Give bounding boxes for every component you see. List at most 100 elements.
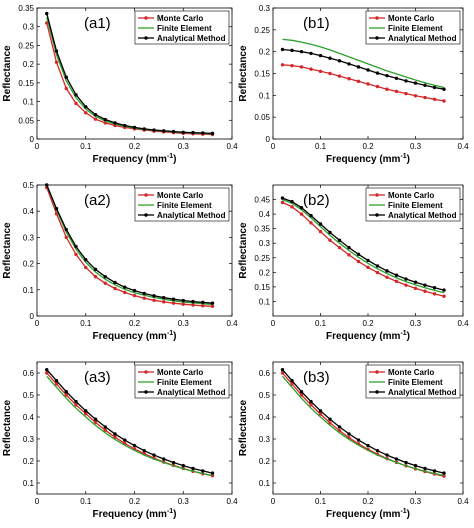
- data-point-analytical-method: [162, 295, 166, 300]
- data-point-analytical-method: [385, 453, 389, 457]
- data-point-monte-carlo: [394, 89, 399, 94]
- x-tick-label: 0.4: [457, 319, 469, 328]
- y-tick-label: 0.5: [259, 391, 271, 400]
- data-point-monte-carlo: [328, 71, 332, 76]
- data-point-analytical-method: [318, 409, 323, 413]
- data-point-analytical-method: [142, 448, 146, 453]
- panel-b1: 0 0.1 0.2 0.3 0.400.050.10.150.20.250.3Frequ…: [238, 4, 469, 165]
- data-point-monte-carlo: [432, 292, 437, 296]
- data-point-monte-carlo: [375, 84, 380, 89]
- y-tick-label: 0.15: [254, 283, 270, 292]
- y-tick-label: 0.2: [23, 457, 35, 466]
- data-point-analytical-method: [423, 466, 427, 471]
- x-tick-label: 0: [271, 319, 276, 328]
- data-point-monte-carlo: [290, 63, 294, 68]
- data-point-monte-carlo: [442, 99, 446, 103]
- legend-label-monte-carlo: Monte Carlo: [157, 191, 203, 200]
- data-point-analytical-method: [103, 425, 107, 429]
- y-tick-label: 0.4: [23, 413, 35, 422]
- data-point-monte-carlo: [394, 279, 399, 284]
- panel-b2: 0 0.1 0.2 0.3 0.4 0.1 0.15 0.2 0.25 0.3 0.35 0.4 0.4…: [238, 184, 469, 342]
- data-point-monte-carlo: [318, 412, 323, 416]
- data-point-monte-carlo: [318, 69, 323, 74]
- data-point-analytical-method: [328, 56, 332, 60]
- y-tick-label: 0.2: [259, 457, 271, 466]
- data-point-analytical-method: [201, 300, 205, 305]
- x-tick-label: 0.3: [410, 497, 422, 506]
- data-point-monte-carlo: [280, 200, 285, 205]
- data-point-monte-carlo: [442, 294, 446, 298]
- data-point-analytical-method: [64, 227, 68, 232]
- legend-marker-monte-carlo: [375, 193, 379, 197]
- data-point-analytical-method: [309, 399, 313, 404]
- data-point-analytical-method: [413, 280, 418, 284]
- data-point-monte-carlo: [103, 281, 107, 285]
- data-point-analytical-method: [375, 264, 380, 268]
- legend-label-finite-element: Finite Element: [157, 378, 212, 387]
- data-point-analytical-method: [356, 65, 361, 69]
- y-tick-label: 0.1: [23, 98, 35, 107]
- legend-marker-analytical-method: [144, 36, 148, 40]
- y-tick-label: 0.3: [23, 435, 35, 444]
- x-tick-label: 0.3: [178, 319, 190, 328]
- data-point-analytical-method: [152, 128, 156, 132]
- x-axis-label: Frequency (mm-1): [92, 508, 176, 520]
- series-line-finite-element: [282, 38, 445, 89]
- data-point-analytical-method: [103, 117, 107, 122]
- data-point-analytical-method: [299, 390, 304, 394]
- data-point-analytical-method: [171, 460, 176, 465]
- legend-label-analytical-method: Analytical Method: [157, 34, 226, 43]
- x-tick-label: 0.2: [362, 142, 374, 151]
- y-axis-label: Reflectance: [2, 222, 13, 279]
- data-point-analytical-method: [84, 105, 88, 109]
- data-point-analytical-method: [375, 448, 380, 453]
- data-point-analytical-method: [404, 79, 408, 83]
- data-point-analytical-method: [432, 286, 437, 290]
- y-axis-label: Reflectance: [2, 399, 13, 456]
- legend-label-finite-element: Finite Element: [388, 24, 443, 33]
- data-point-analytical-method: [356, 438, 361, 442]
- data-point-analytical-method: [74, 399, 78, 404]
- panel-label: (b3): [303, 369, 330, 386]
- x-tick-label: 0.3: [410, 319, 422, 328]
- y-tick-label: 0.3: [23, 233, 35, 242]
- y-tick-label: 0.3: [259, 435, 271, 444]
- data-point-analytical-method: [337, 238, 342, 243]
- y-tick-label: 0.4: [23, 207, 35, 216]
- data-point-analytical-method: [280, 368, 285, 372]
- data-point-analytical-method: [347, 432, 351, 436]
- legend-label-finite-element: Finite Element: [157, 201, 212, 210]
- data-point-monte-carlo: [318, 229, 323, 234]
- data-point-analytical-method: [171, 297, 176, 301]
- x-tick-label: 0.4: [226, 142, 238, 151]
- data-point-monte-carlo: [423, 289, 427, 293]
- x-tick-label: 0.1: [315, 142, 327, 151]
- legend-label-finite-element: Finite Element: [157, 24, 212, 33]
- legend-marker-monte-carlo: [144, 370, 148, 374]
- legend-marker-analytical-method: [375, 213, 379, 217]
- data-point-analytical-method: [84, 409, 88, 413]
- data-point-monte-carlo: [385, 87, 389, 91]
- data-point-analytical-method: [132, 125, 137, 130]
- data-point-analytical-method: [442, 288, 446, 292]
- data-point-monte-carlo: [84, 111, 88, 115]
- y-axis-label: Reflectance: [2, 45, 13, 102]
- data-point-monte-carlo: [290, 382, 294, 386]
- legend-marker-monte-carlo: [375, 370, 379, 374]
- data-point-analytical-method: [181, 298, 185, 303]
- data-point-monte-carlo: [64, 235, 68, 240]
- data-point-analytical-method: [132, 288, 137, 293]
- data-point-analytical-method: [210, 131, 215, 136]
- legend-marker-analytical-method: [144, 213, 148, 217]
- data-point-monte-carlo: [404, 283, 408, 287]
- x-tick-label: 0.1: [80, 319, 92, 328]
- data-point-analytical-method: [201, 131, 205, 135]
- data-point-analytical-method: [142, 291, 146, 296]
- y-axis-label: Reflectance: [238, 399, 249, 456]
- data-point-analytical-method: [328, 230, 332, 235]
- y-tick-label: 0.15: [254, 70, 270, 79]
- legend-label-monte-carlo: Monte Carlo: [388, 14, 434, 23]
- data-point-monte-carlo: [337, 74, 342, 78]
- data-point-analytical-method: [93, 417, 98, 421]
